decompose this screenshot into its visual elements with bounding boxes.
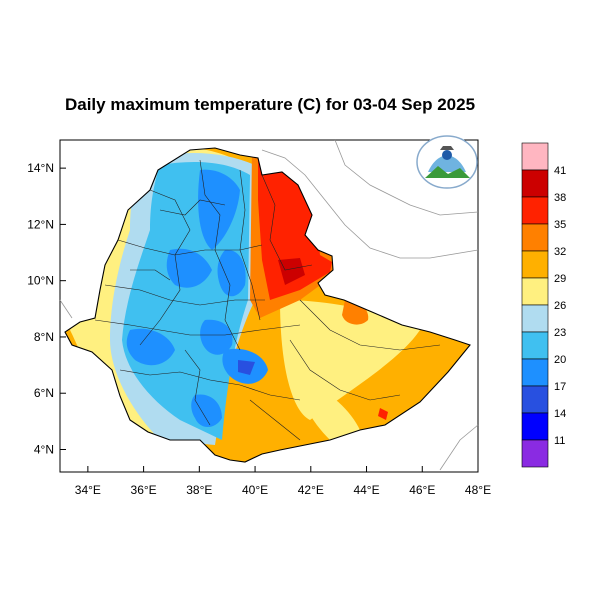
lat-tick-label: 4°N [34, 442, 54, 456]
legend-label: 26 [554, 300, 566, 312]
lon-tick-label: 48°E [465, 483, 491, 497]
legend-swatch [521, 250, 549, 279]
lon-tick-label: 34°E [75, 483, 101, 497]
legend-label: 32 [554, 246, 566, 258]
neighbor-borders [59, 139, 479, 471]
axes: 14°N 12°N 10°N 8°N 6°N 4°N 34°E 36°E 38°E 40°E 42°… [27, 161, 491, 497]
lon-tick-label: 36°E [131, 483, 157, 497]
legend-label: 23 [554, 327, 566, 339]
legend-label: 11 [554, 435, 565, 447]
legend-label: 14 [554, 408, 566, 420]
legend-swatch [521, 169, 549, 198]
lat-tick-label: 12°N [27, 217, 54, 231]
ethiopian-meteorology-institute-logo [416, 135, 478, 189]
legend-label: 38 [554, 192, 566, 204]
legend-swatch [521, 277, 549, 306]
legend-label: 20 [554, 354, 566, 366]
lon-tick-label: 40°E [242, 483, 268, 497]
legend-label: 17 [554, 381, 566, 393]
lon-tick-label: 38°E [186, 483, 212, 497]
lon-tick-label: 46°E [409, 483, 435, 497]
legend-swatch [521, 196, 549, 225]
legend-label: 35 [554, 219, 566, 231]
legend-swatch [521, 223, 549, 252]
legend-swatch [521, 385, 549, 414]
legend-swatch [521, 331, 549, 360]
lat-tick-label: 8°N [34, 330, 54, 344]
lat-tick-label: 6°N [34, 386, 54, 400]
lat-tick-label: 10°N [27, 274, 54, 288]
lon-tick-label: 44°E [353, 483, 379, 497]
legend-label: 41 [554, 165, 566, 177]
map-title: Daily maximum temperature (C) for 03-04 … [64, 95, 476, 114]
legend-swatch [521, 142, 549, 171]
lon-tick-label: 42°E [298, 483, 324, 497]
legend-label: 29 [554, 273, 566, 285]
color-legend: 41 38 35 32 29 26 23 20 17 14 11 [521, 142, 566, 468]
legend-swatch [521, 304, 549, 333]
legend-swatch [521, 358, 549, 387]
legend-swatch [521, 412, 549, 441]
admin-boundaries [94, 159, 441, 441]
legend-swatch [521, 439, 549, 468]
lat-tick-label: 14°N [27, 161, 54, 175]
